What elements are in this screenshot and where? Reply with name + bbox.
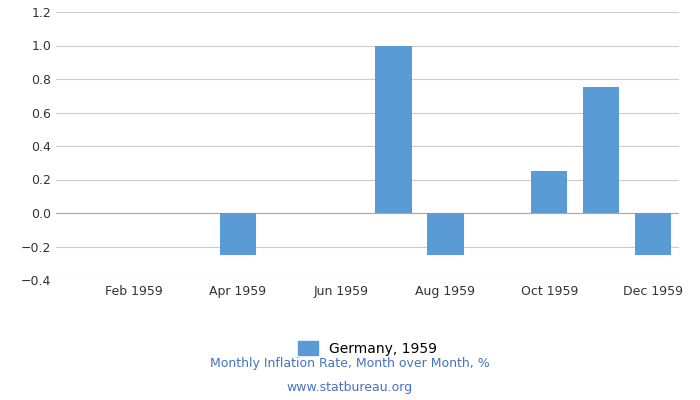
Bar — [531, 171, 568, 213]
Bar — [375, 46, 412, 213]
Bar — [635, 213, 671, 255]
Bar — [220, 213, 256, 255]
Bar — [427, 213, 463, 255]
Legend: Germany, 1959: Germany, 1959 — [292, 335, 443, 361]
Text: Monthly Inflation Rate, Month over Month, %: Monthly Inflation Rate, Month over Month… — [210, 358, 490, 370]
Text: www.statbureau.org: www.statbureau.org — [287, 382, 413, 394]
Bar — [583, 87, 620, 213]
